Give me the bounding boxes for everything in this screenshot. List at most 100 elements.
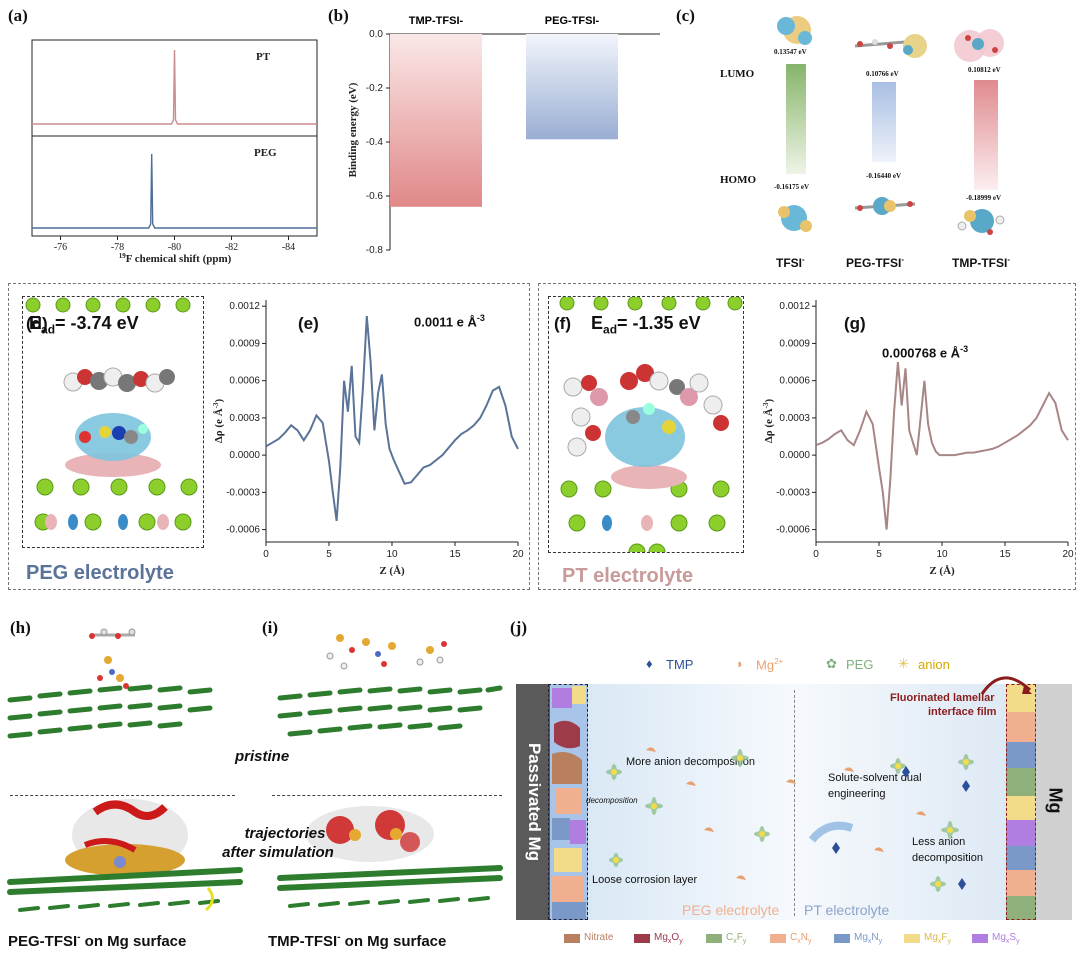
homo-value-tmp: -0.18999 eV <box>966 194 1001 202</box>
pt-charge-annotation: 0.000768 e Å-3 <box>882 344 969 361</box>
pt-electrolyte-label: PT electrolyte <box>804 902 890 918</box>
charge-density-chart-pt: -0.0006 -0.0003 0.0000 0.0003 0.0006 0.0009 0.… <box>762 300 1074 577</box>
line-xtick-label: 15 <box>999 549 1011 560</box>
charge-density-chart-peg: -0.0006 -0.0003 0.0000 0.0003 0.0006 0.0009 0.… <box>212 300 524 577</box>
line-xtick-label: 5 <box>326 549 332 560</box>
line-ytick-label: 0.0012 <box>779 301 810 312</box>
less-decomposition-line1: Less anion <box>912 836 966 848</box>
label-c: (c) <box>676 6 695 25</box>
passivated-mg-label: Passivated Mg <box>525 742 544 862</box>
label-g: (g) <box>844 314 866 333</box>
bar-ytick-label: -0.2 <box>366 83 384 94</box>
anion-legend-icon: ✳ <box>898 656 909 671</box>
line-series <box>265 316 519 522</box>
bar-ytick-label: 0.0 <box>369 29 383 40</box>
homo-tfsi-molecule <box>778 205 812 232</box>
nmr-xtick-label: -78 <box>111 242 124 253</box>
bar-tmp-tfsi- <box>390 34 482 207</box>
line-ytick-label: 0.0003 <box>779 413 810 424</box>
anion-legend-label: anion <box>918 657 950 672</box>
label-b: (b) <box>328 6 349 25</box>
peg-charge-annotation: 0.0011 e Å-3 <box>414 313 485 330</box>
line-ytick-label: -0.0003 <box>776 487 810 498</box>
tmp-legend-icon: ♦ <box>646 656 653 671</box>
fluorinated-film <box>1006 684 1036 920</box>
bar-ylabel: Binding energy (eV) <box>347 82 359 177</box>
line-ytick-label: 0.0009 <box>229 338 260 349</box>
dual-engineering-line1: Solute-solvent dual <box>828 772 922 784</box>
legend-mgn-swatch <box>834 934 850 943</box>
line-xlabel: Z (Å) <box>929 565 955 577</box>
interface-schematic: ♦ TMP ◗ Mg2+ ✿ PEG ✳ anion Passivated Mg… <box>516 650 1076 950</box>
name-tfsi: TFSI- <box>776 255 805 270</box>
line-ytick-label: 0.0006 <box>229 376 260 387</box>
name-tmp-tfsi: TMP-TFSI- <box>952 255 1010 270</box>
line-xtick-label: 0 <box>813 549 819 560</box>
pt-electrolyte-box <box>538 283 1076 590</box>
homo-value-peg: -0.16440 eV <box>866 172 901 180</box>
line-xtick-label: 10 <box>386 549 398 560</box>
line-xtick-label: 20 <box>512 549 524 560</box>
label-f: (f) <box>554 314 571 333</box>
more-decomposition-text: More anion decomposition <box>626 756 756 768</box>
homo-value-tfsi: -0.16175 eV <box>774 183 809 191</box>
tmp-gap-bar <box>974 80 998 190</box>
nmr-xtick-label: -76 <box>54 242 67 253</box>
bar-ytick-label: -0.8 <box>366 245 384 256</box>
bar-ytick-label: -0.4 <box>366 137 384 148</box>
nmr-xtick-label: -82 <box>225 242 238 253</box>
dual-engineering-line2: engineering <box>828 788 886 800</box>
lumo-value-peg: 0.10766 eV <box>866 70 899 78</box>
line-ytick-label: 0.0012 <box>229 301 260 312</box>
homo-label: HOMO <box>720 174 757 186</box>
top-legend: ♦ TMP ◗ Mg2+ ✿ PEG ✳ anion <box>616 656 1056 676</box>
passivated-mg-wall <box>516 684 550 920</box>
mg-wall <box>1036 684 1072 920</box>
label-j: (j) <box>510 618 527 637</box>
nmr-trace-peg <box>32 153 317 229</box>
homo-peg-molecule <box>854 197 916 215</box>
line-ylabel: Δρ (e Å-3) <box>762 399 775 444</box>
line-xtick-label: 10 <box>936 549 948 560</box>
lumo-tfsi-molecule <box>777 16 812 45</box>
decomposition-text: decomposition <box>586 796 638 805</box>
legend-cn-swatch <box>770 934 786 943</box>
line-ylabel: Δρ (e Å-3) <box>212 399 225 444</box>
film-label-line1: Fluorinated lamellar <box>890 692 995 704</box>
label-d: (d) <box>26 314 48 333</box>
nmr-trace-label-peg: PEG <box>254 147 277 159</box>
nmr-chart: PT PEG -76 -78 -80 -82 -84 19F chemical shif… <box>31 39 318 265</box>
line-xtick-label: 15 <box>449 549 461 560</box>
line-series <box>815 362 1069 530</box>
legend-mgn-label: MgxNy <box>854 932 883 945</box>
fluorinated-film-outline <box>1006 684 1036 920</box>
loose-corrosion-text: Loose corrosion layer <box>592 874 698 886</box>
tmp-tfsi-caption: TMP-TFSI- on Mg surface <box>268 932 447 950</box>
line-xtick-label: 0 <box>263 549 269 560</box>
legend-cn-label: CxNy <box>790 932 812 945</box>
bar-peg-tfsi- <box>526 34 618 140</box>
bar-category-label: PEG-TFSI- <box>545 15 600 27</box>
homo-tmp-molecule <box>957 209 1005 235</box>
line-xtick-label: 20 <box>1062 549 1074 560</box>
line-ytick-label: -0.0003 <box>226 487 260 498</box>
bar-category-label: TMP-TFSI- <box>409 15 464 27</box>
line-ytick-label: 0.0006 <box>779 376 810 387</box>
pristine-label: pristine <box>235 748 290 765</box>
nmr-trace-pt <box>32 49 317 125</box>
peg-legend-icon: ✿ <box>826 656 837 671</box>
lumo-peg-molecule <box>854 34 927 58</box>
label-e: (e) <box>298 314 319 333</box>
pristine-separator-right <box>272 795 502 796</box>
peg-electrolyte-caption: PEG electrolyte <box>26 562 174 584</box>
peg-adsorption-energy: Ead= -3.74 eV <box>29 313 139 337</box>
pt-electrolyte-caption: PT electrolyte <box>562 565 694 587</box>
peg-gap-bar <box>872 82 896 162</box>
name-peg-tfsi: PEG-TFSI- <box>846 255 905 270</box>
mg-ion-legend-label: Mg2+ <box>756 657 784 673</box>
electrolyte-particles <box>606 747 974 892</box>
peg-tfsi-caption: PEG-TFSI- on Mg surface <box>8 932 187 950</box>
label-i: (i) <box>262 618 279 637</box>
line-xtick-label: 5 <box>876 549 882 560</box>
line-ytick-label: 0.0009 <box>779 338 810 349</box>
